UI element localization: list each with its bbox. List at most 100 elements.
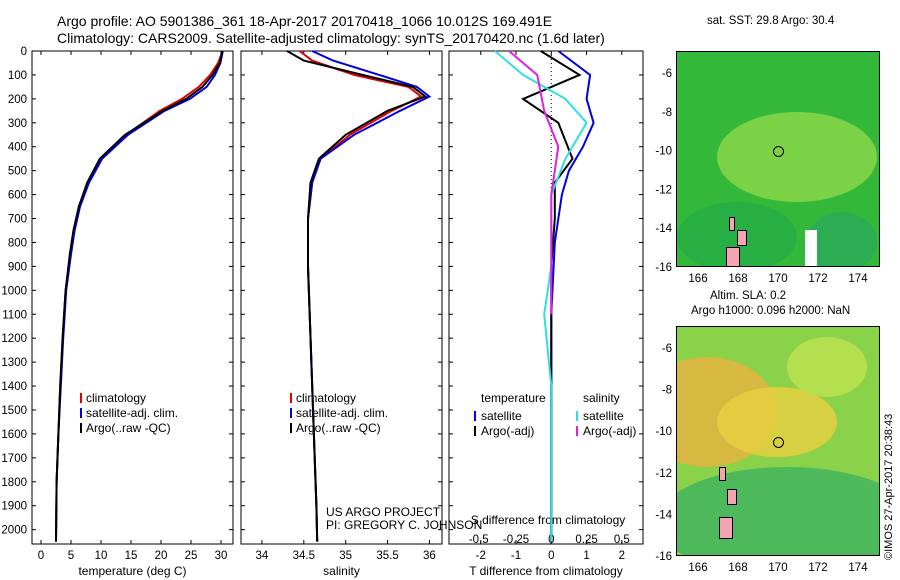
x-tick-label: 10 (95, 550, 108, 562)
legend-label: climatology (86, 391, 146, 405)
y-tick-label: 1100 (2, 309, 27, 321)
map-x-label: 172 (808, 273, 827, 285)
legend-label: Argo(..raw -QC) (86, 421, 171, 435)
chart-title-line1: Argo profile: AO 5901386_361 18-Apr-2017… (57, 13, 553, 29)
legend-label: satellite (583, 409, 624, 423)
x-tick-label-S: -0.5 (469, 534, 489, 546)
x-axis-label: T difference from climatology (469, 564, 623, 578)
legend-label: Argo(-adj) (583, 424, 636, 438)
map-x-label: 172 (808, 562, 827, 574)
series-line-1-0 (298, 50, 423, 542)
series-line-0-2 (55, 50, 224, 542)
legend-label: satellite (481, 409, 522, 423)
x-tick-label: 0 (38, 550, 44, 562)
x-tick-label: 1 (583, 550, 589, 562)
sla-map-label-2: Argo h1000: 0.096 h2000: NaN (691, 305, 851, 317)
y-tick-label: 200 (8, 94, 27, 106)
legend-label: satellite-adj. clim. (86, 406, 178, 420)
map-y-label: -8 (662, 107, 672, 119)
x-tick-label-S: 0.5 (614, 534, 630, 546)
pi-annotation-line2: PI: GREGORY C. JOHNSON (326, 518, 482, 532)
map-x-label: 168 (728, 273, 747, 285)
x-tick-label: 30 (215, 550, 228, 562)
x-tick-label: 34 (256, 550, 269, 562)
map-x-label: 166 (688, 562, 707, 574)
map-y-label: -16 (655, 262, 672, 274)
x-tick-label: 5 (68, 550, 74, 562)
series-line-2-3 (508, 50, 560, 315)
imos-watermark: ©IMOS 27-Apr-2017 20:38:43 (883, 413, 895, 560)
map-y-label: -14 (655, 223, 672, 235)
map-y-label: -12 (655, 184, 672, 196)
x-tick-label: 15 (125, 550, 138, 562)
x-tick-label: 35.5 (376, 550, 398, 562)
x-tick-label-S: 0.25 (575, 534, 597, 546)
map-x-label: 170 (768, 562, 787, 574)
x-axis-label-top: S difference from climatology (471, 513, 626, 527)
legend-label: satellite-adj. clim. (296, 406, 388, 420)
chart-title-line2: Climatology: CARS2009. Satellite-adjuste… (57, 30, 605, 46)
x-tick-label: -1 (511, 550, 521, 562)
y-tick-label: 1000 (1, 285, 27, 297)
legend-label: Argo(..raw -QC) (296, 421, 381, 435)
y-tick-label: 1300 (1, 357, 27, 369)
map-y-label: -16 (655, 551, 672, 563)
legend-label: climatology (296, 391, 356, 405)
map-x-label: 174 (848, 273, 868, 285)
y-tick-label: 1700 (1, 453, 27, 465)
x-tick-label: 36 (423, 550, 436, 562)
map-x-label: 170 (768, 273, 787, 285)
map-y-label: -8 (662, 385, 672, 397)
y-tick-label: 700 (8, 214, 27, 226)
y-tick-label: 400 (8, 142, 27, 154)
pi-annotation-line1: US ARGO PROJECT (326, 505, 441, 519)
x-tick-label: -2 (476, 550, 486, 562)
panel-frame-1 (240, 50, 443, 545)
map-y-label: -12 (655, 468, 672, 480)
sla-map (676, 326, 880, 556)
y-tick-label: 2000 (1, 525, 27, 537)
y-tick-label: 600 (8, 190, 27, 202)
sla-map-label-1: Altim. SLA: 0.2 (710, 290, 787, 302)
argo-location-marker (773, 146, 784, 157)
map-y-label: -6 (662, 343, 672, 355)
map-x-label: 166 (688, 273, 707, 285)
x-tick-label: 34.5 (293, 550, 315, 562)
series-line-2-0 (550, 50, 595, 542)
series-line-1-2 (286, 50, 428, 542)
y-tick-label: 500 (8, 166, 27, 178)
y-tick-label: 0 (21, 46, 27, 58)
legend-heading: salinity (583, 391, 620, 405)
y-tick-label: 1200 (1, 333, 27, 345)
map-y-label: -10 (655, 426, 672, 438)
sst-map-label: sat. SST: 29.8 Argo: 30.4 (707, 15, 835, 27)
map-y-label: -10 (655, 146, 672, 158)
argo-location-marker-sla (773, 437, 784, 448)
y-tick-label: 800 (8, 237, 27, 249)
map-y-label: -6 (662, 68, 672, 80)
panel-frame-2 (448, 50, 644, 545)
x-axis-label: temperature (deg C) (78, 564, 186, 578)
y-tick-label: 1500 (1, 405, 27, 417)
y-tick-label: 1800 (1, 477, 27, 489)
sst-map (676, 51, 880, 267)
y-tick-label: 1400 (1, 381, 27, 393)
x-tick-label: 35 (339, 550, 352, 562)
map-x-label: 168 (728, 562, 747, 574)
legend-label: Argo(-adj) (481, 424, 534, 438)
x-tick-label: 0 (548, 550, 554, 562)
y-tick-label: 300 (8, 118, 27, 130)
panel-frame-0 (31, 50, 234, 545)
y-tick-label: 1900 (1, 501, 27, 513)
x-tick-label: 2 (619, 550, 625, 562)
x-tick-label-S: -0.25 (503, 534, 529, 546)
y-tick-label: 1600 (1, 429, 27, 441)
y-tick-label: 900 (8, 261, 27, 273)
x-tick-label: 20 (155, 550, 168, 562)
map-y-label: -14 (655, 509, 672, 521)
x-tick-label: 25 (185, 550, 198, 562)
x-axis-label: salinity (323, 564, 360, 578)
series-line-2-2 (494, 50, 588, 542)
legend-heading: temperature (481, 391, 546, 405)
